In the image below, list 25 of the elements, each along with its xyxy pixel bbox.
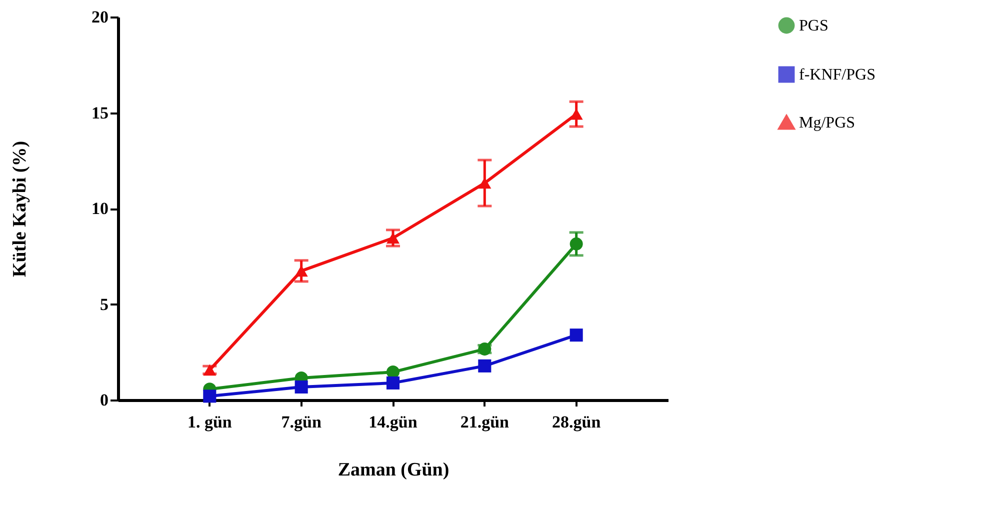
point bbox=[478, 359, 492, 372]
point bbox=[570, 328, 583, 342]
y-tick-label: 20 bbox=[92, 8, 108, 26]
point bbox=[386, 376, 400, 390]
x-tick-label: 1. gün bbox=[187, 412, 232, 432]
x-tick-label: 21.gün bbox=[460, 412, 510, 432]
y-axis-title: Kütle Kaybi (%) bbox=[10, 140, 30, 278]
point bbox=[570, 237, 583, 250]
point bbox=[386, 232, 400, 244]
y-tick-label: 15 bbox=[92, 103, 108, 122]
legend-label: PGS bbox=[799, 18, 828, 34]
x-axis-title: Zaman (Gün) bbox=[338, 460, 450, 480]
y-tick-label: 5 bbox=[100, 294, 108, 314]
point bbox=[294, 380, 308, 394]
point bbox=[294, 265, 308, 277]
x-tick-label: 7.gün bbox=[281, 412, 322, 432]
x-tick-label: 14.gün bbox=[368, 412, 418, 432]
legend-label: f-KNF/PGS bbox=[799, 66, 876, 84]
y-tick-label: 0 bbox=[100, 390, 108, 410]
legend-label: Mg/PGS bbox=[799, 114, 856, 132]
point bbox=[478, 177, 492, 189]
y-tick-label: 10 bbox=[92, 199, 108, 218]
point bbox=[570, 108, 583, 120]
point bbox=[203, 390, 216, 403]
x-tick-label: 28.gün bbox=[552, 412, 602, 432]
